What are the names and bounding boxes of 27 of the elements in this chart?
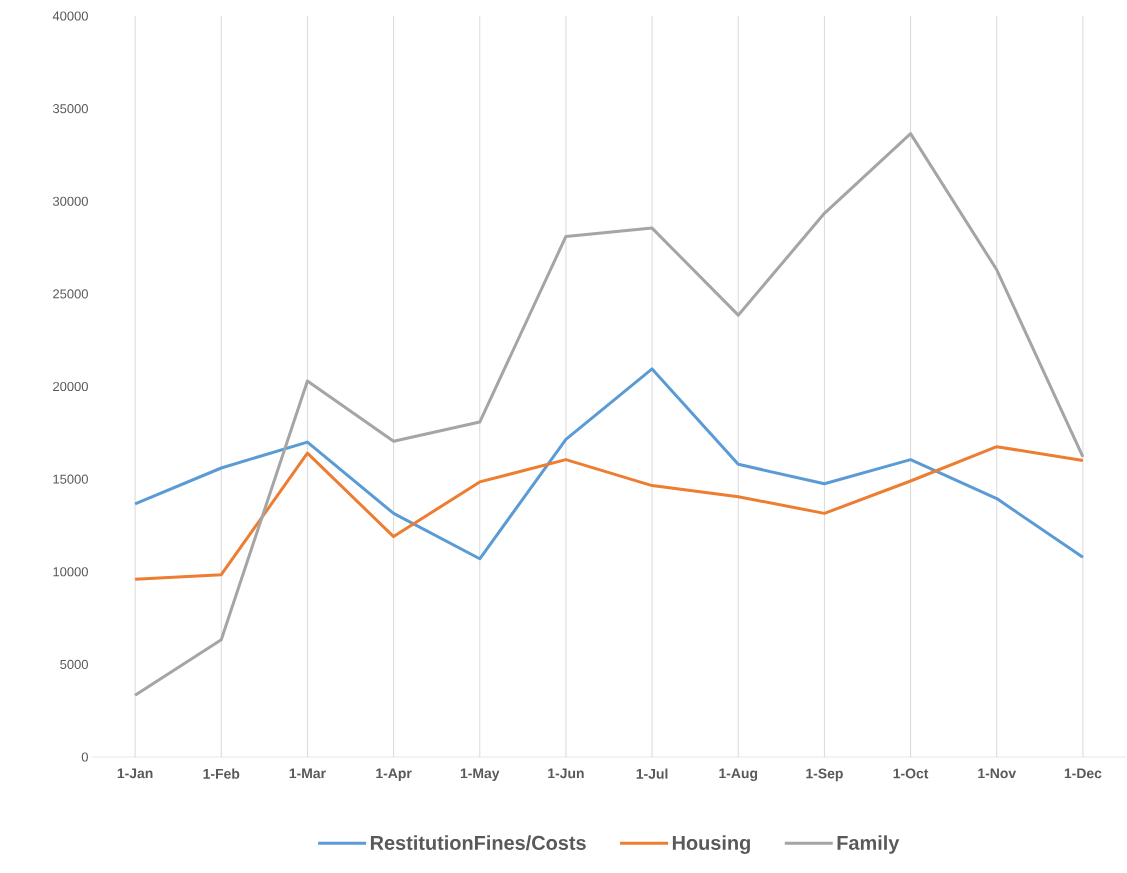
y-tick-label: 15000	[53, 474, 88, 484]
legend-label: RestitutionFines/Costs	[370, 835, 586, 851]
line-series	[133, 132, 1085, 697]
line-series	[133, 445, 1085, 581]
legend-label: Family	[837, 835, 900, 854]
y-tick-label: 35000	[52, 104, 88, 114]
x-tick-label: 1-Oct	[893, 768, 929, 779]
x-tick-label: 1-Aug	[719, 768, 758, 782]
y-tick-label: 30000	[52, 196, 88, 206]
y-tick-label: 20000	[53, 381, 88, 392]
x-tick-label: 1-Apr	[376, 768, 412, 782]
x-tick-label: 1-Feb	[203, 768, 240, 779]
legend-label: Housing	[672, 835, 750, 854]
x-tick-label: 1-Dec	[1064, 768, 1102, 779]
x-tick-label: 1-Mar	[289, 768, 326, 779]
line-series	[133, 367, 1085, 561]
x-tick-label: 1-Jun	[548, 768, 584, 779]
y-tick-label: 25000	[53, 289, 88, 299]
x-tick-label: 1-Nov	[978, 768, 1017, 779]
x-tick-label: 1-Jan	[117, 768, 153, 779]
y-tick-label: 40000	[52, 11, 88, 21]
y-tick-label: 0	[81, 752, 88, 762]
x-tick-label: 1-May	[460, 768, 500, 782]
x-tick-label: 1-Jul	[636, 768, 668, 779]
y-tick-label: 5000	[60, 659, 88, 669]
x-tick-label: 1-Sep	[806, 768, 843, 782]
y-tick-label: 10000	[53, 567, 88, 577]
